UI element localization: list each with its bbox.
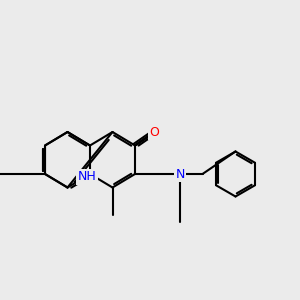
Text: NH: NH (78, 170, 96, 184)
Text: N: N (175, 167, 185, 181)
Text: O: O (150, 125, 159, 139)
